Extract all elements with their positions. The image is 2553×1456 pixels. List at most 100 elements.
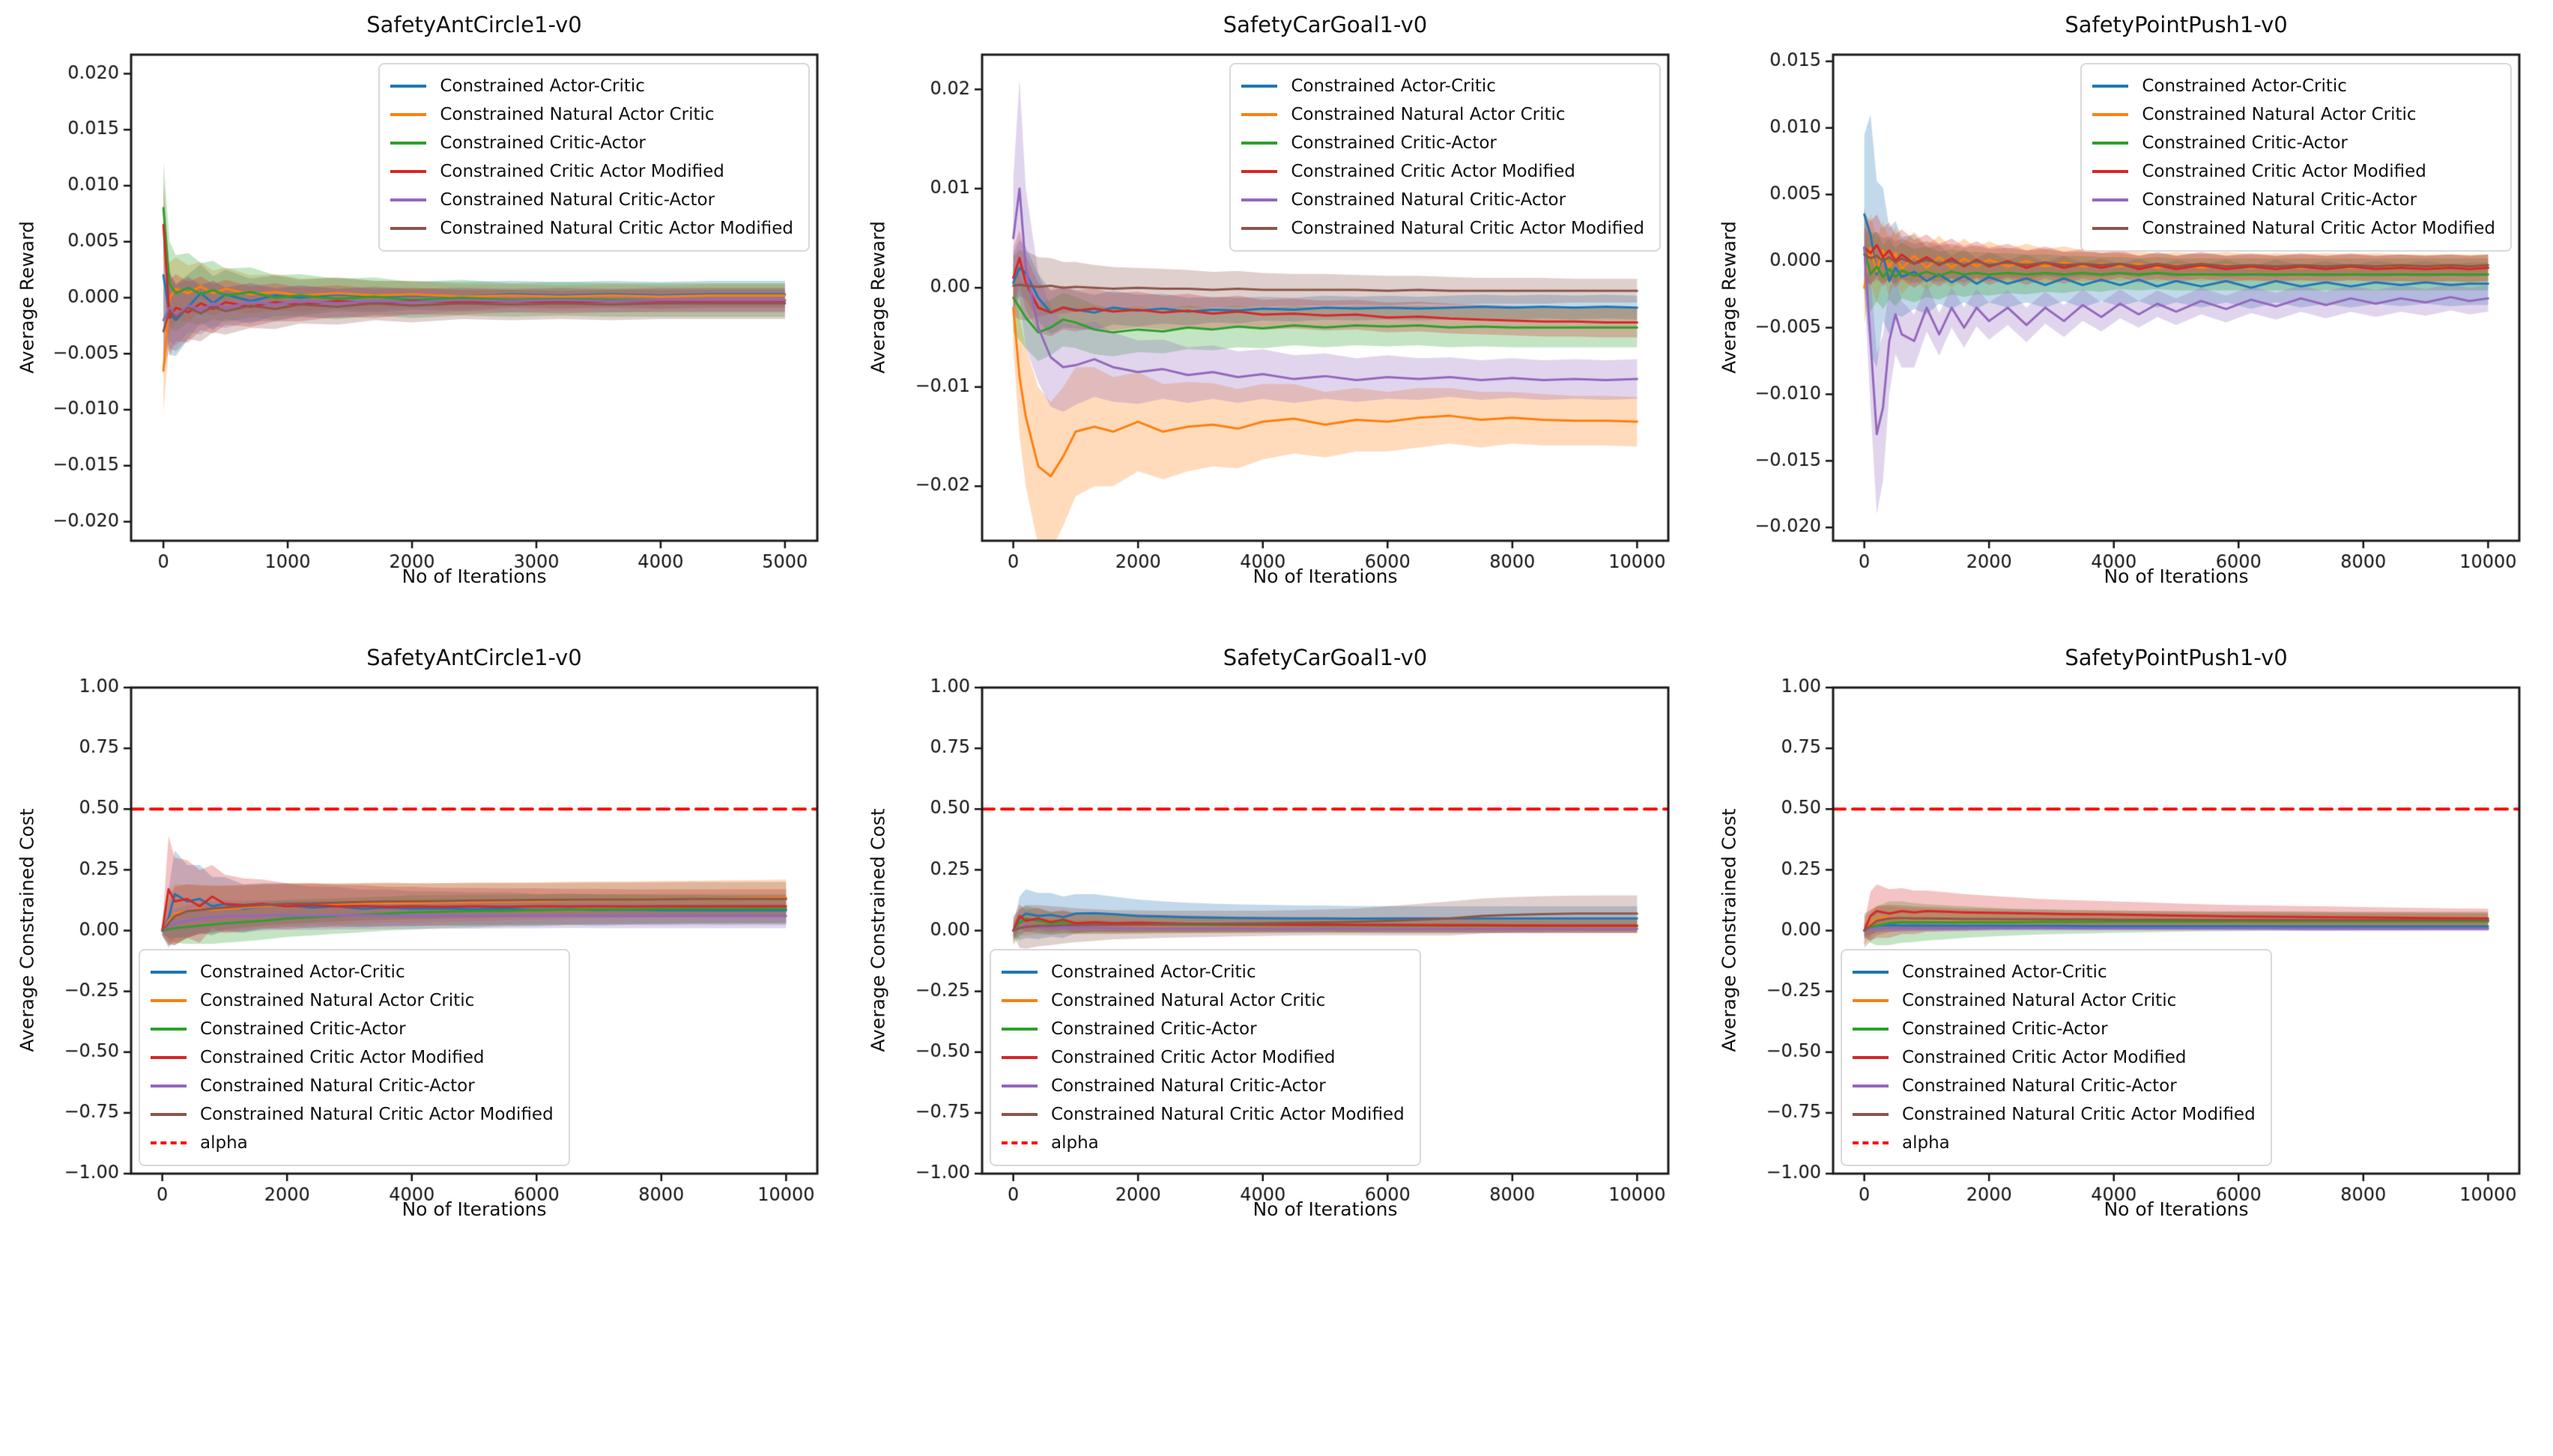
legend-label: Constrained Natural Actor Critic: [1051, 991, 1326, 1010]
legend-label: Constrained Natural Actor Critic: [1291, 105, 1566, 124]
legend-label: Constrained Natural Critic-Actor: [2142, 190, 2417, 210]
legend-label: Constrained Natural Critic Actor Modifie…: [1902, 1105, 2256, 1124]
legend-entry: Constrained Critic Actor Modified: [1002, 1043, 1405, 1072]
legend-line-swatch: [390, 170, 427, 173]
legend-label: Constrained Actor-Critic: [440, 76, 645, 96]
x-axis-label: No of Iterations: [1253, 565, 1398, 587]
legend-entry: Constrained Natural Critic-Actor: [1002, 1072, 1405, 1100]
legend-label: alpha: [200, 1133, 248, 1153]
x-axis-label: No of Iterations: [402, 1198, 547, 1220]
legend-line-swatch: [151, 1056, 187, 1059]
chart-title: SafetyCarGoal1-v0: [1223, 12, 1428, 37]
legend-entry: Constrained Actor-Critic: [2092, 72, 2495, 100]
legend-line-swatch: [1853, 971, 1889, 974]
legend-label: Constrained Critic Actor Modified: [1291, 162, 1575, 181]
legend-entry: Constrained Natural Critic Actor Modifie…: [1853, 1100, 2256, 1129]
subplot-reward-safetycargoal1: SafetyCarGoal1-v0 Average Reward No of I…: [851, 0, 1702, 633]
y-axis-label: Average Constrained Cost: [1718, 808, 1740, 1052]
legend: Constrained Actor-Critic Constrained Natu…: [2080, 63, 2512, 252]
legend-entry: Constrained Natural Actor Critic: [1002, 986, 1405, 1015]
legend-entry: Constrained Critic Actor Modified: [151, 1043, 554, 1072]
legend-label: Constrained Critic Actor Modified: [1902, 1048, 2187, 1067]
y-axis-label: Average Reward: [1718, 221, 1740, 374]
legend-label: Constrained Natural Actor Critic: [200, 991, 475, 1010]
legend-line-swatch: [390, 198, 427, 201]
y-axis-label: Average Reward: [867, 221, 889, 374]
legend-line-swatch: [2092, 113, 2129, 116]
legend-entry: Constrained Natural Actor Critic: [1853, 986, 2256, 1015]
legend-label: Constrained Natural Critic Actor Modifie…: [200, 1105, 554, 1124]
chart-title: SafetyAntCircle1-v0: [366, 12, 582, 37]
legend: Constrained Actor-Critic Constrained Natu…: [990, 949, 1421, 1166]
legend: Constrained Actor-Critic Constrained Natu…: [378, 63, 810, 252]
legend-label: Constrained Natural Critic-Actor: [440, 190, 715, 210]
legend-entry: Constrained Critic Actor Modified: [2092, 157, 2495, 186]
subplot-reward-safetyantcircle1: SafetyAntCircle1-v0 Average Reward No of…: [0, 0, 851, 633]
legend-line-swatch: [1853, 1056, 1889, 1059]
x-axis-label: No of Iterations: [1253, 1198, 1398, 1220]
legend-entry: Constrained Natural Actor Critic: [1241, 100, 1644, 129]
legend-entry: alpha: [1002, 1129, 1405, 1157]
legend-line-swatch: [390, 142, 427, 145]
legend-entry: Constrained Natural Actor Critic: [151, 986, 554, 1015]
x-axis-label: No of Iterations: [2104, 565, 2249, 587]
legend-label: Constrained Critic Actor Modified: [200, 1048, 485, 1067]
legend-line-swatch: [1241, 85, 1278, 88]
legend-dashed-line-swatch: [151, 1141, 187, 1144]
legend-entry: Constrained Critic-Actor: [1853, 1015, 2256, 1043]
chart-title: SafetyCarGoal1-v0: [1223, 645, 1428, 670]
legend-entry: Constrained Natural Actor Critic: [390, 100, 793, 129]
x-axis-label: No of Iterations: [2104, 1198, 2249, 1220]
legend-entry: Constrained Natural Critic Actor Modifie…: [1002, 1100, 1405, 1129]
legend-line-swatch: [2092, 198, 2129, 201]
subplot-cost-safetypointpush1: SafetyPointPush1-v0 Average Constrained …: [1702, 633, 2553, 1266]
legend-line-swatch: [151, 1085, 187, 1088]
legend-entry: Constrained Actor-Critic: [1002, 958, 1405, 986]
legend-label: Constrained Critic-Actor: [1051, 1019, 1257, 1039]
legend-line-swatch: [390, 85, 427, 88]
legend-label: Constrained Natural Actor Critic: [1902, 991, 2177, 1010]
legend-entry: Constrained Natural Critic-Actor: [1241, 186, 1644, 214]
legend-line-swatch: [390, 227, 427, 230]
legend-entry: Constrained Natural Critic-Actor: [1853, 1072, 2256, 1100]
legend-entry: alpha: [151, 1129, 554, 1157]
legend-line-swatch: [1241, 170, 1278, 173]
legend-line-swatch: [151, 1113, 187, 1116]
legend-line-swatch: [1002, 971, 1038, 974]
legend-entry: Constrained Natural Critic-Actor: [151, 1072, 554, 1100]
legend-label: Constrained Natural Critic-Actor: [1291, 190, 1566, 210]
legend-label: Constrained Critic-Actor: [1902, 1019, 2108, 1039]
legend-label: Constrained Actor-Critic: [1291, 76, 1496, 96]
legend-label: Constrained Natural Critic-Actor: [1051, 1076, 1326, 1096]
legend-label: Constrained Critic Actor Modified: [440, 162, 724, 181]
legend-entry: Constrained Critic Actor Modified: [1241, 157, 1644, 186]
legend-entry: Constrained Critic-Actor: [151, 1015, 554, 1043]
legend-line-swatch: [1002, 1113, 1038, 1116]
legend-label: Constrained Critic Actor Modified: [1051, 1048, 1336, 1067]
legend-label: Constrained Critic-Actor: [200, 1019, 406, 1039]
legend-line-swatch: [2092, 227, 2129, 230]
legend-label: Constrained Actor-Critic: [200, 962, 405, 982]
y-axis-label: Average Constrained Cost: [16, 808, 38, 1052]
legend-entry: Constrained Natural Actor Critic: [2092, 100, 2495, 129]
legend-line-swatch: [1002, 1056, 1038, 1059]
legend-entry: Constrained Critic Actor Modified: [1853, 1043, 2256, 1072]
legend-label: Constrained Natural Critic Actor Modifie…: [2142, 219, 2495, 238]
chart-title: SafetyPointPush1-v0: [2065, 12, 2288, 37]
legend-label: Constrained Natural Actor Critic: [2142, 105, 2417, 124]
legend-line-swatch: [2092, 170, 2129, 173]
chart-title: SafetyAntCircle1-v0: [366, 645, 582, 670]
legend-entry: Constrained Critic-Actor: [2092, 129, 2495, 157]
legend-line-swatch: [1241, 142, 1278, 145]
legend-line-swatch: [1002, 1028, 1038, 1031]
subplot-reward-safetypointpush1: SafetyPointPush1-v0 Average Reward No of…: [1702, 0, 2553, 633]
legend-line-swatch: [1002, 999, 1038, 1002]
legend-line-swatch: [1853, 1113, 1889, 1116]
legend-line-swatch: [151, 1028, 187, 1031]
legend-label: Constrained Actor-Critic: [2142, 76, 2347, 96]
legend-entry: Constrained Natural Critic-Actor: [390, 186, 793, 214]
legend: Constrained Actor-Critic Constrained Natu…: [1841, 949, 2272, 1166]
legend-entry: Constrained Natural Critic Actor Modifie…: [390, 214, 793, 243]
legend-label: Constrained Natural Critic-Actor: [200, 1076, 475, 1096]
legend-dashed-line-swatch: [1002, 1141, 1038, 1144]
